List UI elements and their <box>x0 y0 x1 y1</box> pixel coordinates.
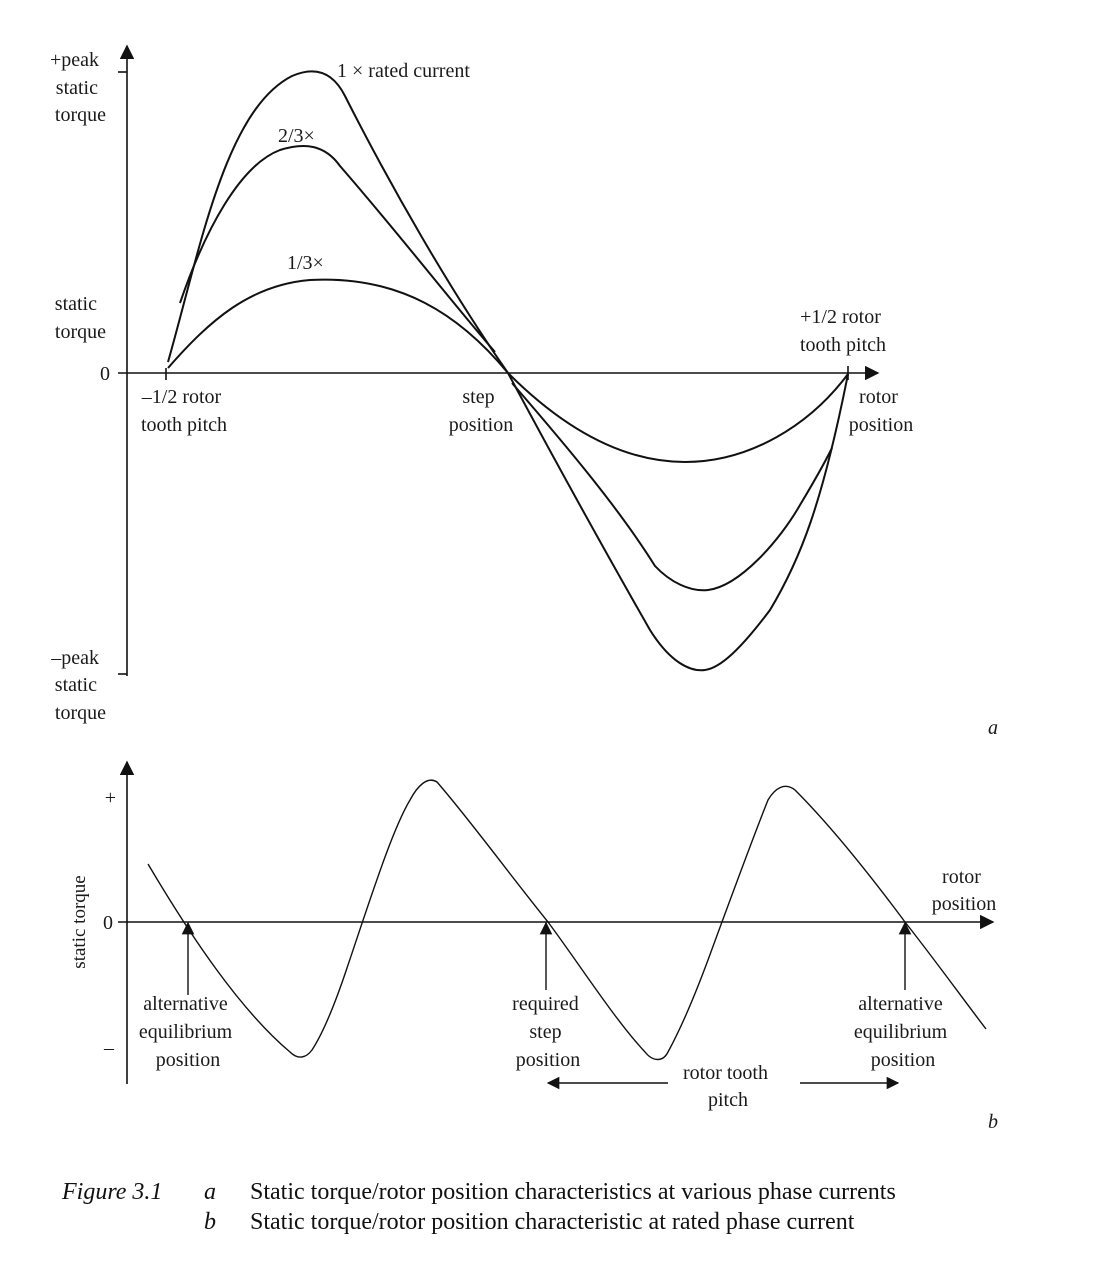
label-step-position: step position <box>449 386 513 436</box>
label-rotor-position-b: rotor position <box>932 866 996 915</box>
label-plus: + <box>105 787 116 809</box>
caption-a-text: Static torque/rotor position characteris… <box>250 1179 896 1205</box>
label-minus: – <box>103 1037 115 1059</box>
figure-caption: Figure 3.1 a Static torque/rotor positio… <box>61 1179 896 1235</box>
curve-one-third <box>167 278 849 464</box>
label-rotor-tooth-pitch: rotor tooth pitch <box>683 1062 773 1111</box>
caption-b-letter: b <box>204 1209 216 1235</box>
caption-figure-number: Figure 3.1 <box>61 1179 162 1205</box>
panel-b: static torque + 0 – rotor position alter… <box>69 760 998 1133</box>
label-left-pitch: –1/2 rotor tooth pitch <box>141 386 227 436</box>
label-one-third: 1/3× <box>287 252 324 274</box>
curve-rated-sawtooth <box>147 779 987 1061</box>
label-static-torque-b: static torque <box>69 875 90 968</box>
label-right-pitch: +1/2 rotor tooth pitch <box>800 306 886 356</box>
caption-b-text: Static torque/rotor position characteris… <box>250 1209 855 1235</box>
label-zero-b: 0 <box>103 912 113 934</box>
label-alt-left: alternative equilibrium position <box>139 993 237 1071</box>
caption-a-letter: a <box>204 1179 216 1205</box>
panel-a-letter: a <box>988 717 998 739</box>
label-static-torque: static torque <box>55 293 106 343</box>
curve-two-thirds-neg <box>511 382 833 592</box>
label-required-step: required step position <box>512 993 584 1071</box>
curve-rated-current <box>167 70 849 672</box>
label-zero-a: 0 <box>100 363 110 385</box>
label-alt-right: alternative equilibrium position <box>854 993 952 1071</box>
curve-two-thirds <box>179 144 496 353</box>
label-rated-current: 1 × rated current <box>337 60 470 82</box>
panel-b-letter: b <box>988 1111 998 1133</box>
label-two-thirds: 2/3× <box>278 125 315 147</box>
panel-a: +peak static torque static torque 0 –pea… <box>50 44 998 739</box>
label-neg-peak: –peak static torque <box>50 647 106 724</box>
label-pos-peak: +peak static torque <box>50 49 106 126</box>
label-rotor-position-a: rotor position <box>849 386 913 436</box>
